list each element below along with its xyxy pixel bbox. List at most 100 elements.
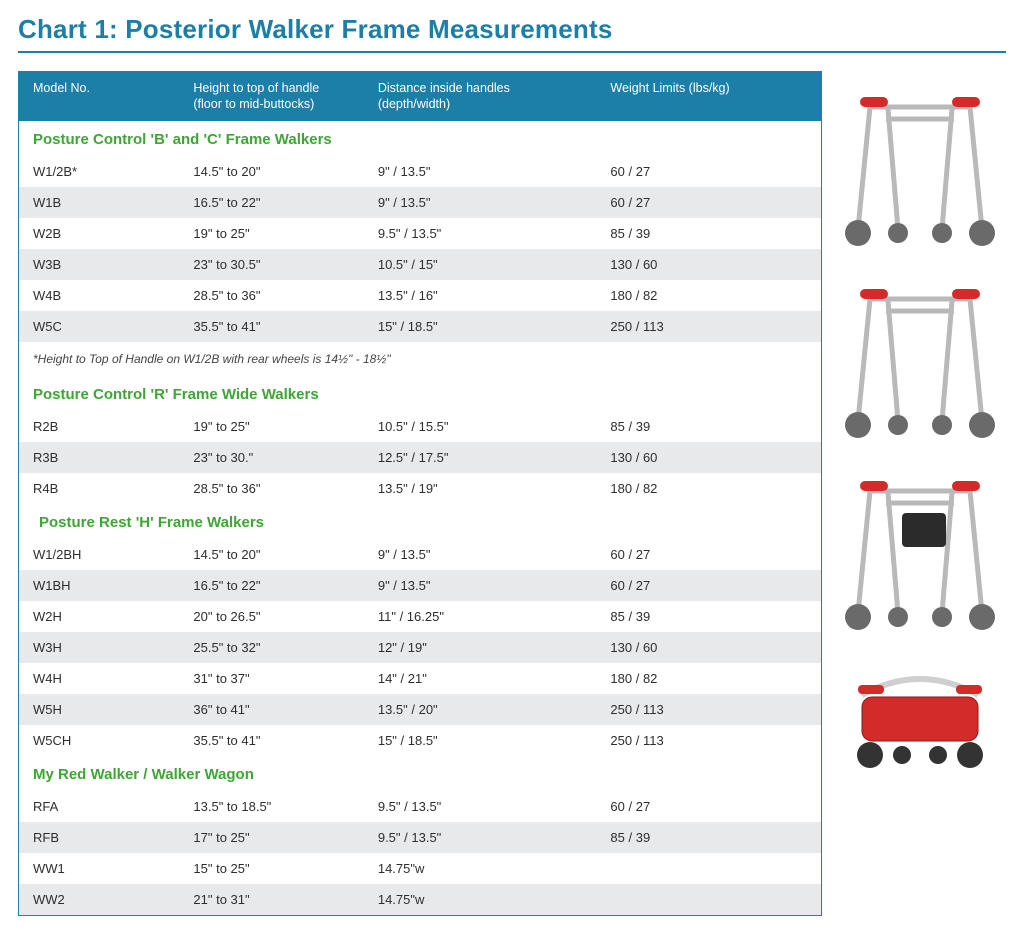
cell-distance: 9.5" / 13.5"	[364, 791, 597, 822]
cell-model: W1/2B*	[19, 156, 179, 187]
cell-model: R3B	[19, 442, 179, 473]
cell-model: WW1	[19, 853, 179, 884]
cell-model: W1B	[19, 187, 179, 218]
table-row: W4H31" to 37"14" / 21"180 / 82	[19, 663, 821, 694]
cell-weight: 85 / 39	[596, 601, 821, 632]
section-title-row: My Red Walker / Walker Wagon	[19, 756, 821, 791]
cell-weight: 130 / 60	[596, 249, 821, 280]
cell-weight: 85 / 39	[596, 822, 821, 853]
cell-weight: 60 / 27	[596, 791, 821, 822]
cell-model: W2H	[19, 601, 179, 632]
section-note: *Height to Top of Handle on W1/2B with r…	[19, 342, 821, 376]
table-row: W4B28.5" to 36"13.5" / 16"180 / 82	[19, 280, 821, 311]
cell-weight: 130 / 60	[596, 442, 821, 473]
cell-model: RFA	[19, 791, 179, 822]
col-model-label: Model No.	[33, 81, 90, 95]
section-title: Posture Rest 'H' Frame Walkers	[19, 504, 821, 539]
side-images	[834, 71, 1006, 916]
cell-distance: 14" / 21"	[364, 663, 597, 694]
cell-weight: 60 / 27	[596, 539, 821, 570]
cell-weight: 85 / 39	[596, 411, 821, 442]
table-row: WW115" to 25"14.75"w	[19, 853, 821, 884]
cell-height: 28.5" to 36"	[179, 473, 363, 504]
cell-model: W4H	[19, 663, 179, 694]
cell-model: R2B	[19, 411, 179, 442]
table-row: W2H20" to 26.5"11" / 16.25"85 / 39	[19, 601, 821, 632]
section-title-row: Posture Control 'R' Frame Wide Walkers	[19, 376, 821, 411]
cell-distance: 10.5" / 15.5"	[364, 411, 597, 442]
cell-weight: 60 / 27	[596, 570, 821, 601]
section-title: Posture Control 'R' Frame Wide Walkers	[19, 376, 821, 411]
walker-h-frame-icon	[840, 463, 1000, 633]
walker-r-frame-icon	[840, 271, 1000, 441]
cell-height: 14.5" to 20"	[179, 156, 363, 187]
cell-weight: 130 / 60	[596, 632, 821, 663]
table-body: Posture Control 'B' and 'C' Frame Walker…	[19, 121, 821, 915]
table-row: WW221" to 31"14.75"w	[19, 884, 821, 915]
cell-model: W1/2BH	[19, 539, 179, 570]
cell-height: 28.5" to 36"	[179, 280, 363, 311]
cell-weight: 250 / 113	[596, 694, 821, 725]
cell-height: 19" to 25"	[179, 411, 363, 442]
cell-model: W1BH	[19, 570, 179, 601]
col-height-sub: (floor to mid-buttocks)	[193, 97, 353, 113]
col-weight-label: Weight Limits (lbs/kg)	[610, 81, 729, 95]
cell-height: 35.5" to 41"	[179, 311, 363, 342]
cell-height: 21" to 31"	[179, 884, 363, 915]
table-row: R4B28.5" to 36"13.5" / 19"180 / 82	[19, 473, 821, 504]
table-row: W5H36" to 41"13.5" / 20"250 / 113	[19, 694, 821, 725]
cell-weight: 180 / 82	[596, 473, 821, 504]
walker-b-frame-icon	[840, 79, 1000, 249]
cell-model: W3B	[19, 249, 179, 280]
table-row: W1B16.5" to 22"9" / 13.5"60 / 27	[19, 187, 821, 218]
cell-height: 23" to 30."	[179, 442, 363, 473]
cell-height: 31" to 37"	[179, 663, 363, 694]
cell-distance: 12.5" / 17.5"	[364, 442, 597, 473]
table-row: W1/2BH14.5" to 20"9" / 13.5"60 / 27	[19, 539, 821, 570]
cell-distance: 14.75"w	[364, 853, 597, 884]
cell-height: 35.5" to 41"	[179, 725, 363, 756]
col-height: Height to top of handle (floor to mid-bu…	[179, 72, 363, 121]
cell-height: 17" to 25"	[179, 822, 363, 853]
table-row: RFA13.5" to 18.5"9.5" / 13.5"60 / 27	[19, 791, 821, 822]
table-row: W1BH16.5" to 22"9" / 13.5"60 / 27	[19, 570, 821, 601]
cell-distance: 14.75"w	[364, 884, 597, 915]
col-distance-sub: (depth/width)	[378, 97, 587, 113]
cell-height: 15" to 25"	[179, 853, 363, 884]
cell-weight	[596, 853, 821, 884]
cell-weight: 250 / 113	[596, 311, 821, 342]
col-weight: Weight Limits (lbs/kg)	[596, 72, 821, 121]
table-container: Model No. Height to top of handle (floor…	[18, 71, 822, 916]
cell-model: W3H	[19, 632, 179, 663]
cell-distance: 9.5" / 13.5"	[364, 822, 597, 853]
cell-distance: 9" / 13.5"	[364, 539, 597, 570]
section-title-row: Posture Control 'B' and 'C' Frame Walker…	[19, 121, 821, 156]
cell-height: 20" to 26.5"	[179, 601, 363, 632]
section-title-row: Posture Rest 'H' Frame Walkers	[19, 504, 821, 539]
cell-distance: 12" / 19"	[364, 632, 597, 663]
cell-height: 36" to 41"	[179, 694, 363, 725]
cell-weight: 180 / 82	[596, 280, 821, 311]
cell-distance: 15" / 18.5"	[364, 311, 597, 342]
cell-height: 23" to 30.5"	[179, 249, 363, 280]
section-title: My Red Walker / Walker Wagon	[19, 756, 821, 791]
cell-height: 14.5" to 20"	[179, 539, 363, 570]
cell-distance: 13.5" / 19"	[364, 473, 597, 504]
cell-model: WW2	[19, 884, 179, 915]
table-row: W2B19" to 25"9.5" / 13.5"85 / 39	[19, 218, 821, 249]
table-row: W3H25.5" to 32"12" / 19"130 / 60	[19, 632, 821, 663]
table-row: W3B23" to 30.5"10.5" / 15"130 / 60	[19, 249, 821, 280]
cell-weight	[596, 884, 821, 915]
col-distance-label: Distance inside handles	[378, 81, 510, 95]
cell-height: 25.5" to 32"	[179, 632, 363, 663]
col-distance: Distance inside handles (depth/width)	[364, 72, 597, 121]
cell-distance: 13.5" / 16"	[364, 280, 597, 311]
table-row: W5CH35.5" to 41"15" / 18.5"250 / 113	[19, 725, 821, 756]
chart-title: Chart 1: Posterior Walker Frame Measurem…	[18, 14, 1006, 53]
cell-weight: 85 / 39	[596, 218, 821, 249]
cell-model: RFB	[19, 822, 179, 853]
table-row: W1/2B*14.5" to 20"9" / 13.5"60 / 27	[19, 156, 821, 187]
table-row: R2B19" to 25"10.5" / 15.5"85 / 39	[19, 411, 821, 442]
cell-distance: 9" / 13.5"	[364, 156, 597, 187]
cell-weight: 180 / 82	[596, 663, 821, 694]
